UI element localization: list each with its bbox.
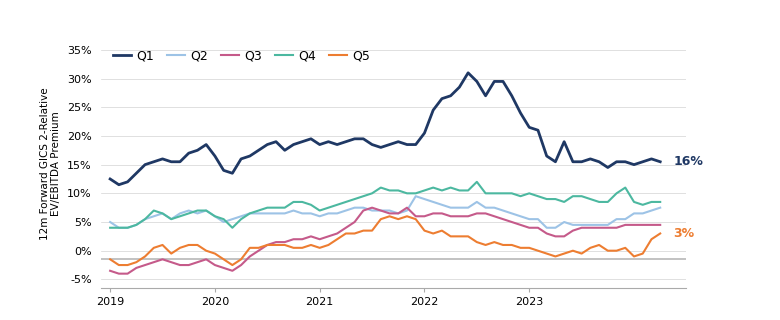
Q3 <box>394 212 403 215</box>
Q4 <box>105 226 115 230</box>
Line: Q2: Q2 <box>110 196 660 228</box>
Q4 <box>332 203 342 207</box>
Q2 <box>341 209 350 212</box>
Q3 <box>472 212 481 215</box>
Q5 <box>341 232 350 236</box>
Q5 <box>114 263 123 267</box>
Q1 <box>420 131 429 135</box>
Q3 <box>428 212 438 215</box>
Y-axis label: 12m Forward GICS 2-Relative
EV/EBITDA Premium: 12m Forward GICS 2-Relative EV/EBITDA Pr… <box>40 87 62 239</box>
Q1 <box>481 94 491 98</box>
Q3 <box>367 206 377 210</box>
Legend: Q1, Q2, Q3, Q4, Q5: Q1, Q2, Q3, Q4, Q5 <box>108 45 375 68</box>
Q3 <box>184 263 193 267</box>
Q1 <box>341 140 350 144</box>
Q2 <box>411 194 420 198</box>
Line: Q4: Q4 <box>110 182 660 228</box>
Q2 <box>184 209 193 212</box>
Q2 <box>655 206 665 210</box>
Q5 <box>428 232 438 236</box>
Q1 <box>472 79 481 83</box>
Q4 <box>463 188 473 192</box>
Q3 <box>655 223 665 227</box>
Q4 <box>472 180 481 184</box>
Q1 <box>385 143 394 147</box>
Line: Q5: Q5 <box>110 216 660 265</box>
Q1 <box>655 160 665 164</box>
Q5 <box>105 257 115 261</box>
Q4 <box>655 200 665 204</box>
Q4 <box>376 186 385 189</box>
Q5 <box>481 243 491 247</box>
Q2 <box>114 226 123 230</box>
Q1 <box>463 71 473 75</box>
Q5 <box>394 217 403 221</box>
Q4 <box>176 214 185 218</box>
Q2 <box>428 200 438 204</box>
Q3 <box>341 226 350 230</box>
Q3 <box>114 272 123 276</box>
Q2 <box>385 209 394 212</box>
Q2 <box>481 206 491 210</box>
Q4 <box>455 188 464 192</box>
Text: 3%: 3% <box>673 227 694 240</box>
Q5 <box>385 214 394 218</box>
Q1 <box>184 151 193 155</box>
Q1 <box>114 183 123 187</box>
Q3 <box>105 269 115 273</box>
Line: Q3: Q3 <box>110 208 660 274</box>
Line: Q1: Q1 <box>110 73 660 185</box>
Q5 <box>184 243 193 247</box>
Q4 <box>411 191 420 195</box>
Q2 <box>105 220 115 224</box>
Text: 16%: 16% <box>673 155 704 168</box>
Q2 <box>472 200 481 204</box>
Q3 <box>481 212 491 215</box>
Q5 <box>655 232 665 236</box>
Q5 <box>472 240 481 244</box>
Q1 <box>105 177 115 181</box>
